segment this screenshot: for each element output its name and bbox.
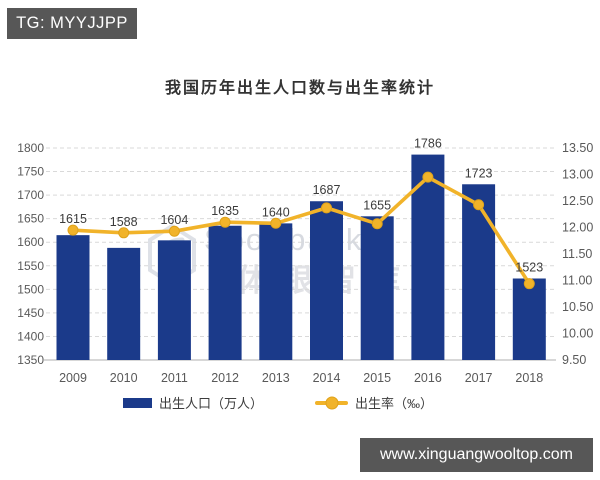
legend-line-marker-icon: [325, 396, 338, 409]
telegram-badge-text: TG: MYYJJPP: [16, 14, 128, 32]
bar-value-label-2015: 1655: [363, 198, 391, 212]
legend-births-label: 出生人口（万人）: [158, 396, 263, 411]
birth-rate-marker-2015: [371, 218, 383, 230]
birth-rate-marker-2016: [422, 171, 434, 183]
bar-2017: [462, 184, 496, 360]
left-axis-tick-label: 1400: [17, 329, 44, 343]
bar-value-label-2013: 1640: [262, 205, 290, 219]
bar-2014: [310, 201, 343, 360]
left-axis-tick-label: 1500: [17, 282, 44, 296]
birth-rate-marker-2014: [321, 202, 332, 214]
left-axis-tick-label: 1650: [17, 212, 44, 226]
right-axis-tick-label: 13.00: [562, 168, 593, 182]
right-axis-tick-label: 10.00: [562, 327, 593, 341]
left-axis-tick-label: 1750: [17, 165, 44, 179]
left-axis-tick-label: 1550: [17, 259, 44, 273]
bar-value-label-2010: 1588: [110, 215, 138, 229]
telegram-badge: TG: MYYJJPP: [7, 8, 137, 39]
website-badge: www.xinguangwooltop.com: [360, 438, 593, 472]
right-axis-tick-label: 10.50: [562, 300, 593, 314]
right-axis-tick-label: 9.50: [562, 353, 586, 367]
bar-value-label-2018: 1523: [515, 260, 543, 274]
birth-rate-marker-2013: [270, 217, 282, 229]
x-axis-label-2013: 2013: [262, 371, 290, 385]
bar-value-label-2011: 1604: [160, 213, 188, 227]
birth-rate-marker-2012: [219, 216, 231, 228]
birth-rate-marker-2009: [67, 224, 79, 236]
left-axis-tick-label: 1800: [17, 141, 44, 155]
birth-rate-marker-2010: [118, 227, 130, 239]
birth-rate-line: [71, 175, 532, 286]
right-axis-tick-label: 12.50: [562, 194, 593, 208]
birth-rate-marker-2017: [473, 199, 485, 211]
x-axis-label-2012: 2012: [211, 371, 239, 385]
bar-2015: [360, 216, 394, 360]
bar-2013: [259, 223, 293, 360]
bar-2011: [157, 240, 191, 360]
x-axis-label-2015: 2015: [363, 371, 391, 385]
legend-bar-swatch-icon: [122, 397, 152, 408]
bar-value-label-2012: 1635: [211, 204, 239, 218]
bar-2018: [512, 278, 546, 360]
x-axis-label-2016: 2016: [414, 371, 442, 385]
right-axis-tick-label: 11.50: [562, 247, 592, 261]
legend-birthrate-label: 出生率（‰）: [355, 396, 434, 411]
chart-legend: 出生人口（万人） 出生率（‰）: [0, 393, 556, 412]
left-axis-tick-label: 1350: [17, 353, 44, 367]
bar-2012: [208, 225, 242, 360]
bar-value-label-2016: 1786: [414, 137, 442, 151]
bar-2009: [56, 235, 90, 360]
left-axis-tick-label: 1600: [17, 235, 44, 249]
right-axis-tick-label: 13.50: [562, 141, 593, 155]
x-axis-label-2011: 2011: [161, 371, 188, 385]
chart-canvas: 1800 1750 1700 1650 1600 1550 1500 1450 1400 1350…: [17, 137, 593, 385]
birth-rate-marker-2011: [168, 225, 180, 237]
legend-item-births: 出生人口（万人）: [122, 393, 263, 412]
left-axis-tick-label: 1700: [17, 188, 44, 202]
legend-item-birthrate: 出生率（‰）: [315, 393, 433, 412]
x-axis-label-2009: 2009: [59, 371, 87, 385]
legend-line-swatch-icon: [315, 396, 348, 409]
bar-value-label-2014: 1687: [313, 183, 341, 197]
bar-value-label-2009: 1615: [59, 212, 87, 226]
right-axis-tick-label: 12.00: [562, 221, 593, 235]
x-axis-label-2014: 2014: [313, 371, 341, 385]
left-axis-tick-label: 1450: [17, 306, 44, 320]
bar-2010: [107, 247, 141, 360]
x-axis-label-2010: 2010: [110, 371, 138, 385]
chart-title: 我国历年出生人口数与出生率统计: [164, 80, 435, 97]
bar-value-label-2017: 1723: [465, 166, 493, 180]
x-axis-label-2017: 2017: [465, 371, 493, 385]
website-badge-text: www.xinguangwooltop.com: [380, 446, 573, 463]
right-axis-tick-label: 11.00: [562, 274, 592, 288]
birth-rate-marker-2018: [523, 278, 535, 290]
x-axis-label-2018: 2018: [515, 371, 543, 385]
